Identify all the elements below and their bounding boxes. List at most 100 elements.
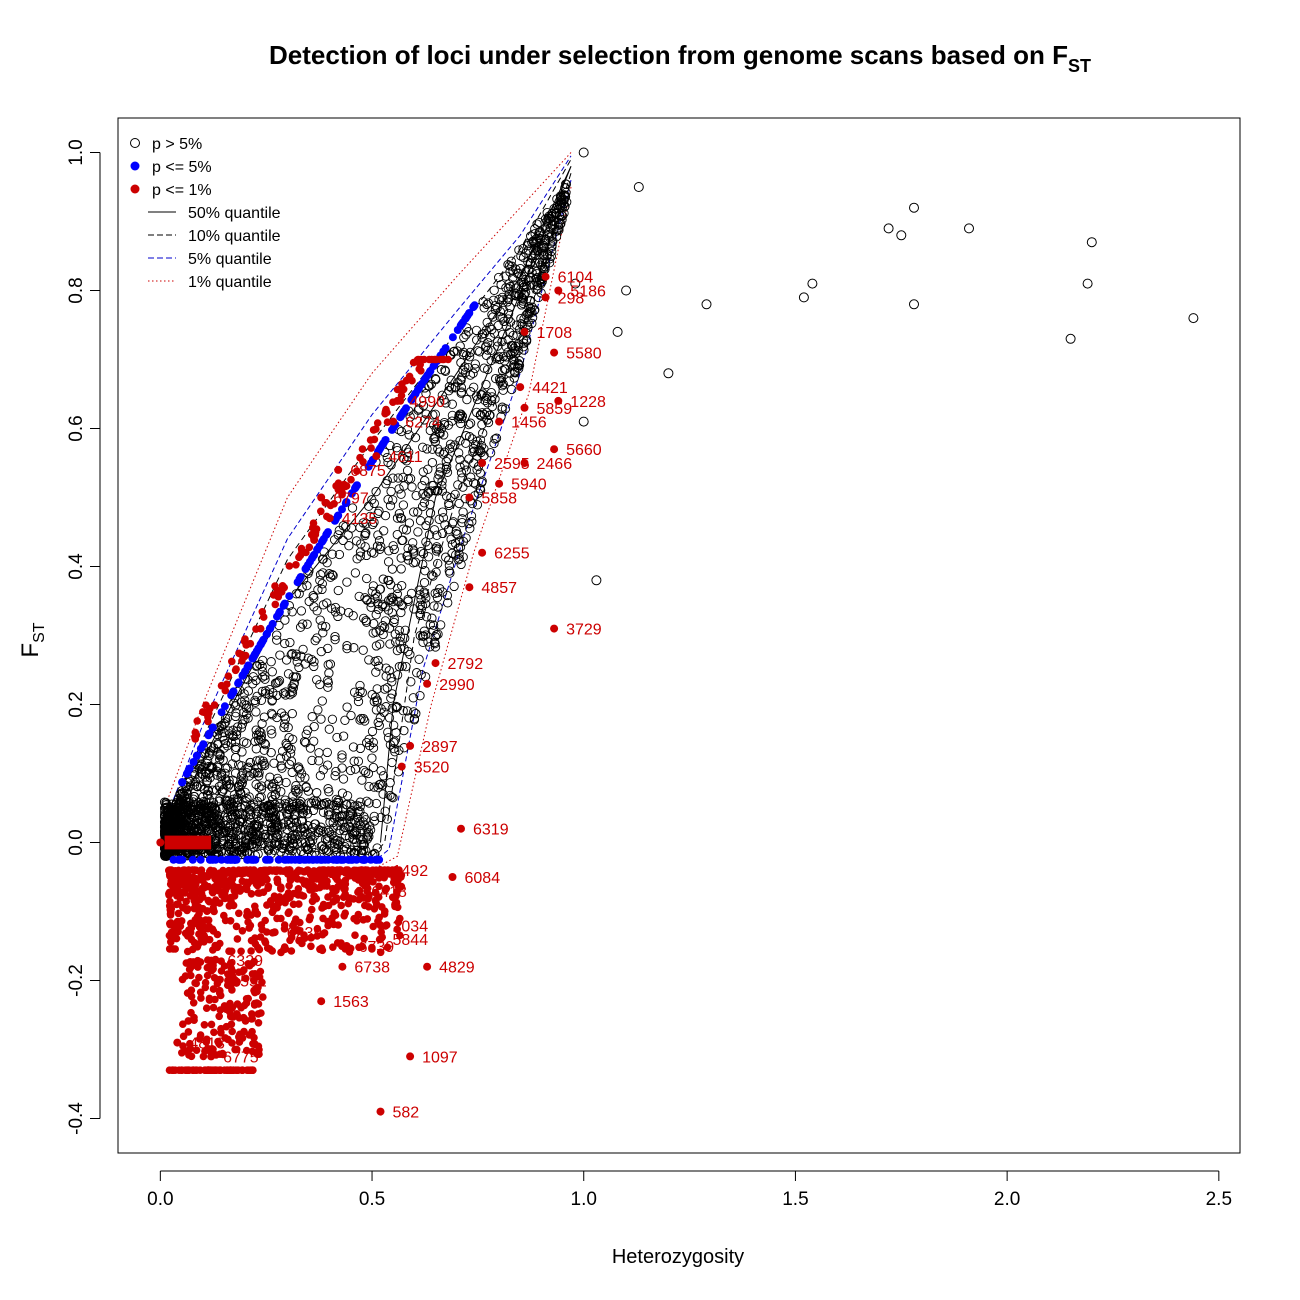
locus-point (454, 411, 464, 421)
locus-point (437, 507, 448, 517)
locus-point (376, 704, 386, 714)
locus-point-p01 (200, 1021, 209, 1029)
locus-point (253, 762, 263, 773)
labeled-locus: 1228 (554, 394, 606, 411)
outlier-point (964, 223, 974, 234)
labeled-locus-label: 2595 (494, 456, 530, 473)
locus-point (232, 722, 243, 732)
locus-point-p05 (192, 752, 201, 760)
locus-point (201, 768, 211, 778)
locus-point-p01 (165, 889, 173, 898)
locus-point (324, 832, 334, 842)
labeled-locus: 2897 (406, 739, 458, 756)
locus-point (495, 312, 505, 322)
locus-point (190, 823, 201, 833)
locus-point-p01 (185, 965, 194, 974)
locus-point (347, 809, 358, 819)
locus-point (196, 761, 206, 771)
locus-point (379, 526, 389, 536)
labeled-locus-label: 2990 (439, 677, 475, 694)
locus-point (355, 743, 366, 754)
locus-point (318, 826, 328, 836)
locus-point (514, 360, 525, 371)
locus-point (160, 825, 170, 835)
locus-point (350, 568, 361, 578)
locus-point (455, 455, 465, 465)
y-axis-label-main: F (17, 643, 44, 658)
locus-point (462, 394, 472, 405)
labeled-locus-label: 4135 (342, 511, 378, 528)
y-tick-label: -0.4 (66, 1102, 87, 1135)
locus-point (344, 811, 355, 822)
locus-point-p05 (461, 314, 470, 323)
locus-point (401, 456, 412, 466)
labeled-locus-point (520, 459, 529, 467)
locus-point (519, 338, 529, 348)
locus-point (230, 736, 241, 747)
labeled-locus-label: 6084 (465, 870, 501, 887)
labeled-locus-point (495, 479, 504, 488)
locus-point (359, 613, 369, 624)
locus-point (409, 507, 419, 517)
labeled-locus: 4829 (423, 960, 475, 977)
locus-point (260, 686, 271, 696)
locus-point (396, 513, 407, 524)
outlier-point (578, 147, 589, 158)
labeled-locus-point (541, 272, 550, 281)
locus-point (267, 667, 277, 677)
locus-point (332, 732, 342, 743)
locus-point (386, 580, 396, 590)
plot-frame (117, 117, 1241, 1154)
locus-point-p01 (238, 1066, 246, 1074)
y-tick-label: -0.2 (66, 964, 87, 997)
locus-point-p01 (256, 967, 265, 976)
locus-point (357, 687, 367, 698)
locus-point (491, 354, 501, 364)
locus-point (464, 352, 475, 362)
locus-point (394, 508, 405, 519)
locus-point (560, 192, 571, 202)
locus-point-p01 (231, 666, 240, 675)
locus-point (492, 341, 503, 351)
locus-point (457, 473, 467, 483)
outlier-point (1065, 333, 1076, 344)
locus-point (337, 788, 348, 798)
locus-point (389, 614, 400, 625)
locus-point (226, 782, 236, 793)
locus-point-p01 (381, 409, 389, 418)
locus-point (397, 661, 407, 671)
locus-point (427, 613, 437, 623)
locus-point (443, 454, 453, 464)
locus-point (344, 541, 354, 551)
locus-point (411, 490, 421, 501)
locus-point (540, 262, 550, 272)
labeled-locus-point (554, 396, 563, 405)
locus-point-p01 (211, 875, 220, 883)
locus-point-p01 (231, 1045, 239, 1054)
locus-point (215, 749, 225, 759)
locus-point-p01 (369, 922, 378, 931)
locus-point (369, 816, 380, 826)
locus-point-p05 (196, 855, 205, 864)
locus-point (447, 410, 458, 421)
locus-point (383, 457, 393, 468)
labeled-locus: 6274 (389, 415, 441, 432)
x-axis: 0.0 0.5 1.0 1.5 2.0 2.5 (147, 1170, 1232, 1210)
locus-point-p05 (301, 855, 310, 864)
locus-point (401, 444, 412, 454)
locus-point-p01 (368, 867, 377, 875)
labeled-locus-label: 5660 (566, 442, 602, 459)
locus-point (494, 272, 504, 283)
locus-point-p01 (192, 1066, 201, 1074)
labeled-locus-point (554, 286, 563, 295)
locus-point (342, 641, 352, 651)
locus-point (315, 679, 325, 690)
locus-point (288, 672, 298, 682)
locus-point (373, 655, 383, 666)
locus-point (400, 625, 410, 635)
locus-point (274, 802, 284, 812)
locus-point (318, 628, 328, 638)
locus-point (487, 324, 497, 335)
locus-point-p01 (417, 367, 425, 375)
locus-point-p01 (232, 868, 241, 876)
